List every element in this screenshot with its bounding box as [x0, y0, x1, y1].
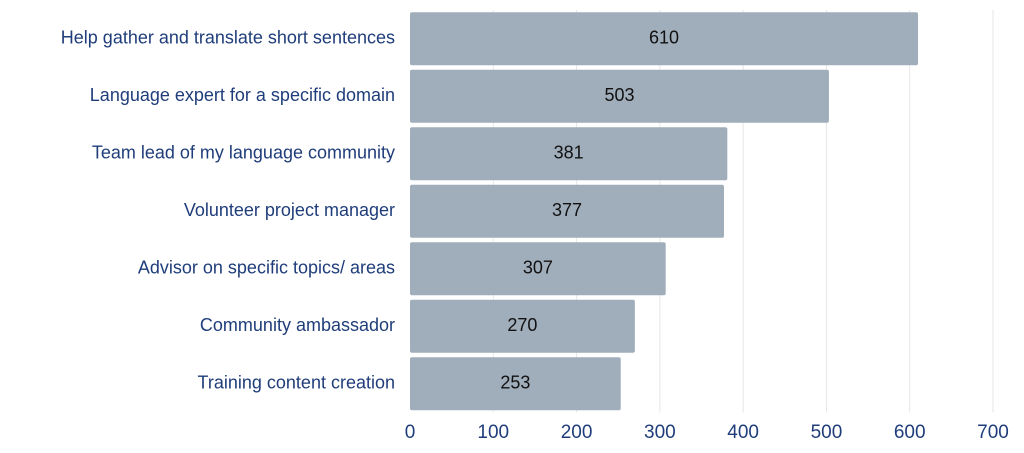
data-label: 610: [649, 28, 679, 48]
bar: [410, 357, 621, 411]
x-axis-tick-labels: 0 100 200 300 400 500 600 700: [405, 422, 1009, 443]
category-label: Community ambassador: [200, 315, 395, 335]
data-label: 270: [507, 315, 537, 335]
category-label: Team lead of my language community: [92, 143, 395, 163]
data-label: 377: [552, 200, 582, 220]
x-tick-label: 700: [977, 422, 1009, 443]
bar: [410, 69, 829, 123]
x-tick-label: 300: [644, 422, 676, 443]
x-tick-label: 0: [405, 422, 416, 443]
bars: [410, 12, 919, 411]
data-label: 503: [604, 85, 634, 105]
x-tick-label: 200: [561, 422, 593, 443]
x-tick-label: 400: [727, 422, 759, 443]
x-tick-label: 500: [811, 422, 843, 443]
category-label: Language expert for a specific domain: [90, 85, 395, 105]
bar: [410, 242, 666, 296]
category-label: Volunteer project manager: [184, 200, 395, 220]
bar: [410, 12, 919, 66]
category-label: Help gather and translate short sentence…: [61, 28, 395, 48]
category-labels: Help gather and translate short sentence…: [61, 28, 395, 393]
x-tick-label: 600: [894, 422, 926, 443]
category-label: Training content creation: [198, 373, 395, 393]
data-label: 381: [554, 143, 584, 163]
bar: [410, 299, 635, 353]
category-label: Advisor on specific topics/ areas: [138, 258, 395, 278]
data-label: 253: [500, 373, 530, 393]
data-label: 307: [523, 258, 553, 278]
data-labels: 610 503 381 377 307 270 253: [500, 28, 679, 393]
x-tick-label: 100: [477, 422, 509, 443]
bar: [410, 127, 728, 181]
bar: [410, 184, 724, 238]
